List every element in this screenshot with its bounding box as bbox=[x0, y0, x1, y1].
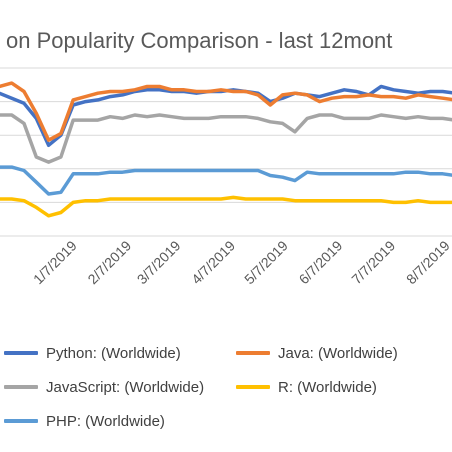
legend-item-javascript: JavaScript: (Worldwide) bbox=[4, 376, 204, 398]
series-line-javascript bbox=[0, 113, 452, 164]
legend-item-r: R: (Worldwide) bbox=[236, 376, 377, 398]
x-tick-label: 2/7/2019 bbox=[84, 237, 134, 287]
legend-swatch-r bbox=[236, 385, 270, 389]
series-line-r bbox=[0, 195, 452, 218]
legend-swatch-java bbox=[236, 351, 270, 355]
legend-item-python: Python: (Worldwide) bbox=[4, 342, 181, 364]
legend-item-java: Java: (Worldwide) bbox=[236, 342, 398, 364]
legend-label-python: Python: (Worldwide) bbox=[46, 344, 181, 362]
x-tick-label: 3/7/2019 bbox=[134, 237, 184, 287]
series-line-java bbox=[0, 81, 452, 142]
x-tick-label: 1/7/2019 bbox=[30, 237, 80, 287]
chart-legend: Python: (Worldwide) Java: (Worldwide) Ja… bbox=[0, 338, 452, 448]
x-tick-label: 8/7/2019 bbox=[403, 237, 452, 287]
x-tick-label: 7/7/2019 bbox=[348, 237, 398, 287]
series-line-php bbox=[0, 165, 452, 196]
x-tick-label: 4/7/2019 bbox=[188, 237, 238, 287]
legend-label-java: Java: (Worldwide) bbox=[278, 344, 398, 362]
series-lines bbox=[0, 81, 452, 218]
x-tick-label: 6/7/2019 bbox=[296, 237, 346, 287]
x-tick-label: 5/7/2019 bbox=[241, 237, 291, 287]
chart-title: on Popularity Comparison - last 12mont bbox=[6, 28, 393, 53]
legend-swatch-python bbox=[4, 351, 38, 355]
x-tick-labels: 1/7/20181/7/20192/7/20193/7/20194/7/2019… bbox=[30, 237, 452, 287]
legend-swatch-javascript bbox=[4, 385, 38, 389]
legend-swatch-php bbox=[4, 419, 38, 423]
legend-label-javascript: JavaScript: (Worldwide) bbox=[46, 378, 205, 396]
legend-item-php: PHP: (Worldwide) bbox=[4, 410, 165, 432]
legend-label-r: R: (Worldwide) bbox=[278, 378, 377, 396]
line-chart: 1/7/20181/7/20192/7/20193/7/20194/7/2019… bbox=[0, 67, 452, 287]
legend-label-php: PHP: (Worldwide) bbox=[46, 412, 165, 430]
